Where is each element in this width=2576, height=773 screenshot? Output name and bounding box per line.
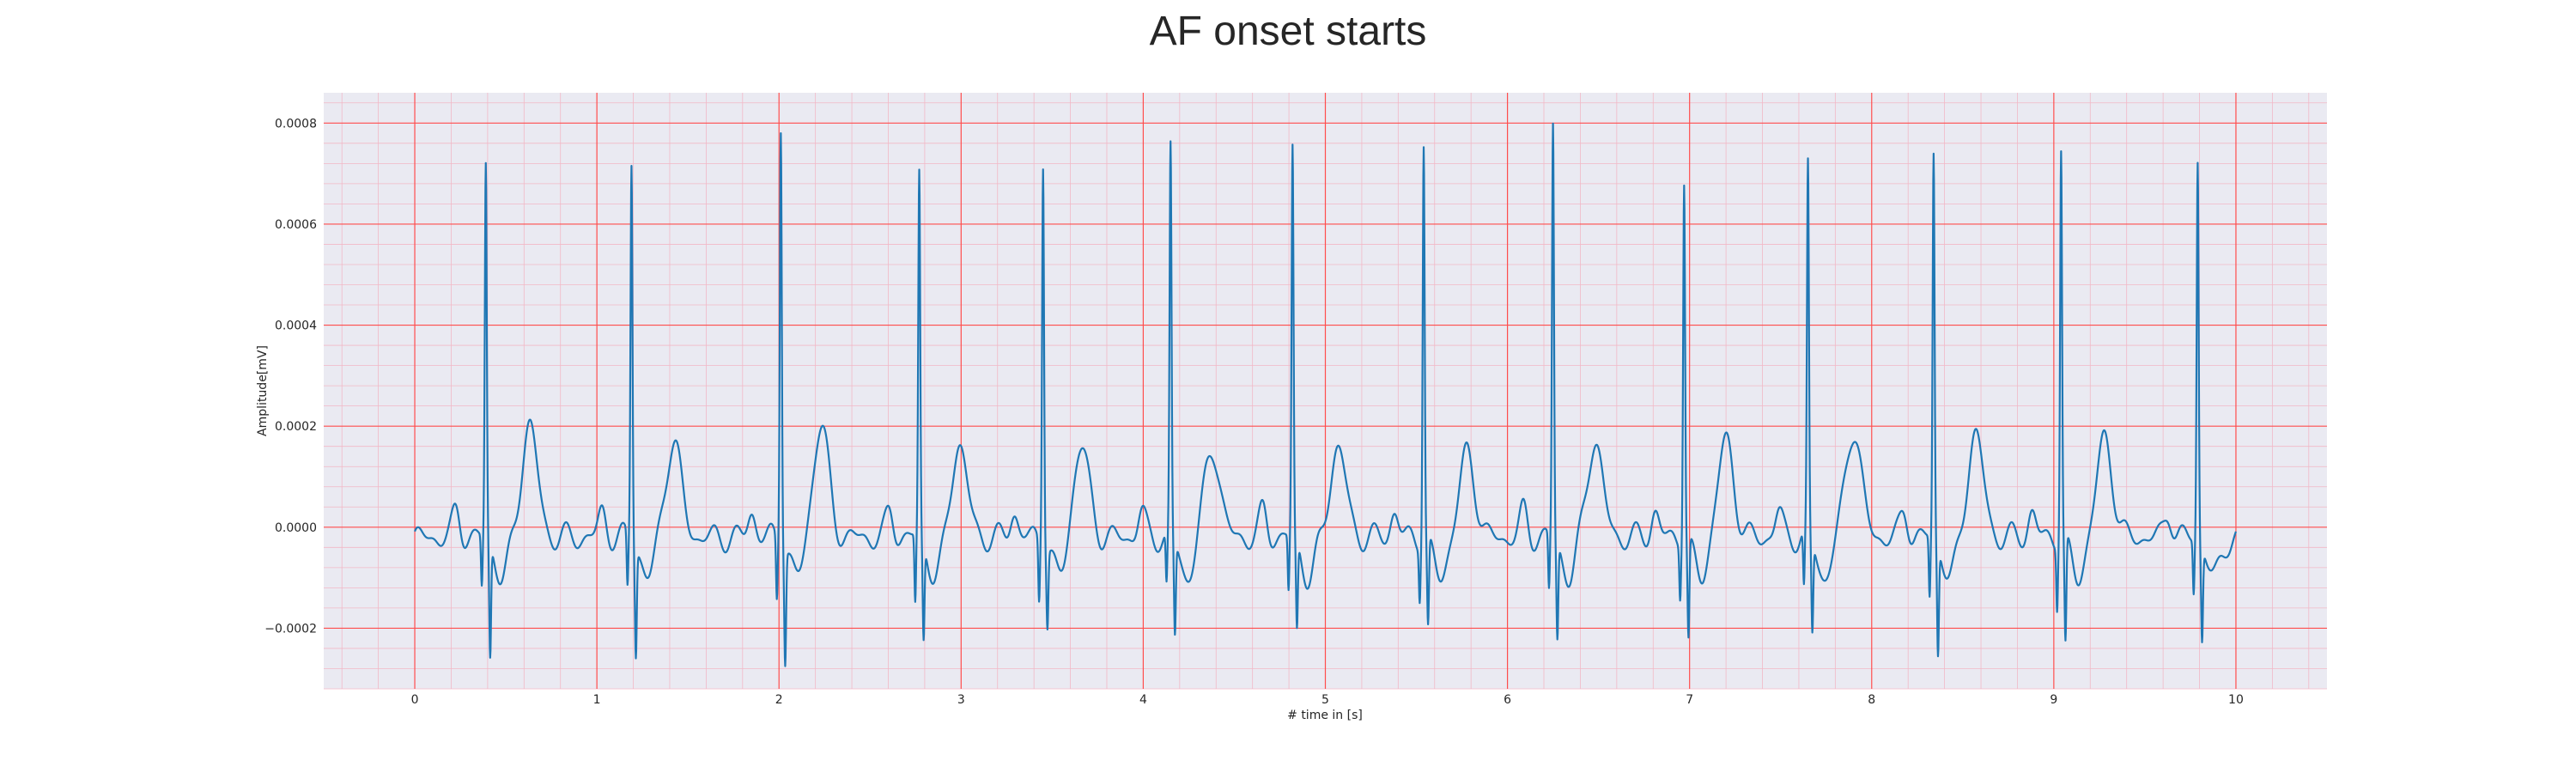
chart-title: AF onset starts [1150, 9, 1427, 54]
x-tick-label: 9 [2050, 693, 2057, 707]
x-tick-label: 3 [957, 693, 965, 707]
series-layer [414, 122, 2237, 667]
x-tick-label: 6 [1504, 693, 1511, 707]
x-tick-label: 1 [593, 693, 601, 707]
x-tick-label: 5 [1321, 693, 1329, 707]
x-tick-label: 10 [2228, 693, 2244, 707]
ecg-series-line [414, 122, 2237, 667]
x-tick-label: 7 [1686, 693, 1693, 707]
y-tick-label: 0.0000 [275, 521, 317, 535]
x-tick-label: 2 [775, 693, 783, 707]
y-axis-ticks: −0.0002 0.0000 0.0002 0.0004 0.0006 0.0008 [264, 117, 317, 636]
x-axis-ticks: 0 1 2 3 4 5 6 7 8 9 10 [411, 693, 2244, 707]
y-tick-label: 0.0004 [275, 320, 317, 333]
y-tick-label: 0.0002 [275, 420, 317, 434]
x-axis-label: # time in [s] [1287, 709, 1363, 722]
y-tick-label: 0.0008 [275, 117, 317, 131]
y-axis-label: Amplitude[mV] [256, 345, 270, 436]
x-tick-label: 0 [411, 693, 419, 707]
x-tick-label: 8 [1868, 693, 1875, 707]
y-tick-label: −0.0002 [264, 622, 317, 636]
x-tick-label: 4 [1139, 693, 1147, 707]
y-tick-label: 0.0006 [275, 218, 317, 232]
